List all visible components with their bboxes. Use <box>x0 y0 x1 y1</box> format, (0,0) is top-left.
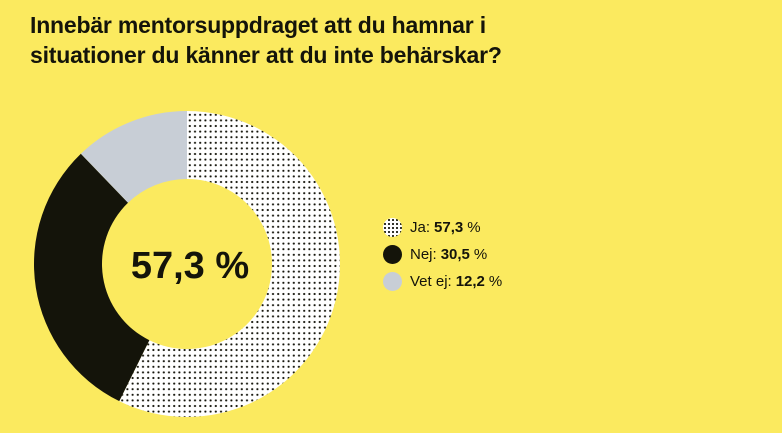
legend-item-vet-ej: Vet ej: 12,2 % <box>383 268 502 295</box>
legend: Ja: 57,3 % Nej: 30,5 % Vet ej: 12,2 % <box>383 214 502 295</box>
legend-value: 12,2 <box>455 273 485 290</box>
legend-value: 57,3 <box>434 219 464 236</box>
donut-slice-ja <box>119 111 341 417</box>
donut-slice-nej <box>34 153 150 402</box>
center-label: 57,3 % <box>131 245 249 287</box>
legend-swatch-dots-icon <box>383 218 402 237</box>
legend-swatch-icon <box>383 272 402 291</box>
legend-item-ja: Ja: 57,3 % <box>383 214 502 241</box>
chart-title: Innebär mentorsuppdraget att du hamnar i… <box>30 12 502 68</box>
legend-label: Ja: <box>410 219 431 236</box>
legend-label: Nej: <box>410 246 437 263</box>
legend-unit: % <box>467 219 481 236</box>
legend-label: Vet ej: <box>410 273 452 290</box>
legend-item-nej: Nej: 30,5 % <box>383 241 502 268</box>
legend-unit: % <box>473 246 488 263</box>
donut-slice-vet-ej <box>80 111 187 203</box>
legend-swatch-icon <box>383 245 402 264</box>
legend-value: 30,5 <box>440 246 470 263</box>
legend-unit: % <box>488 273 503 290</box>
